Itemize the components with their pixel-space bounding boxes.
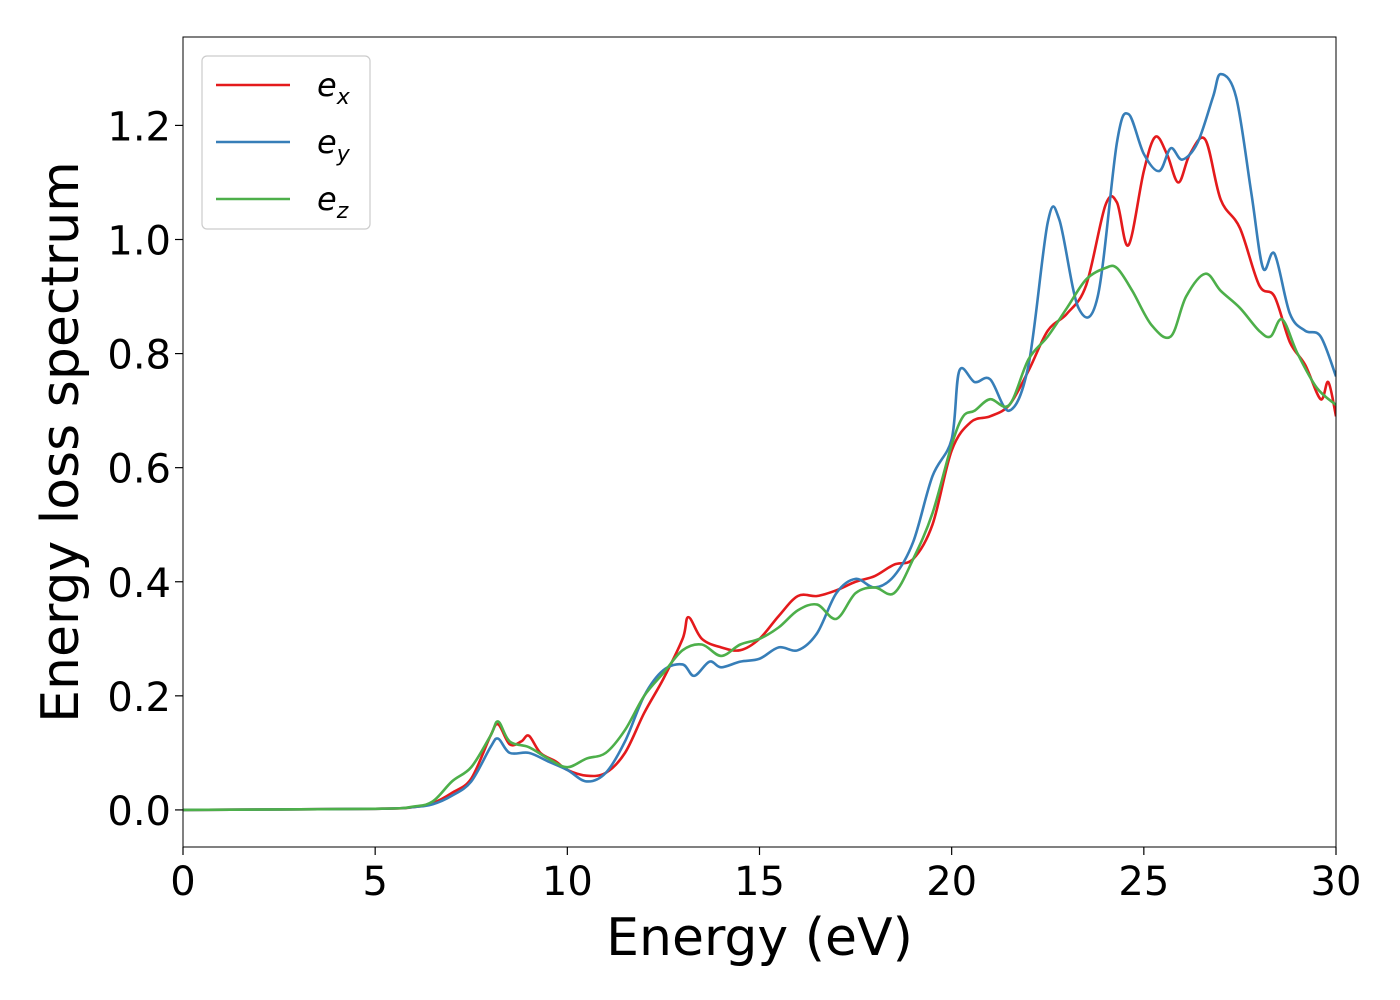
legend-label-z: ez — [317, 180, 349, 224]
series-line-y — [183, 72, 1336, 812]
x-tick-label: 10 — [542, 859, 593, 905]
x-tick-label: 0 — [170, 859, 195, 905]
y-tick-label: 1.0 — [107, 219, 171, 265]
x-tick-label: 5 — [362, 859, 387, 905]
legend-label-subscript: z — [336, 199, 349, 224]
y-tick-label: 0.2 — [107, 675, 171, 721]
x-axis-label: Energy (eV) — [606, 908, 913, 968]
x-tick-label: 25 — [1118, 859, 1169, 905]
legend-label-x: ex — [317, 66, 351, 110]
series-lines — [183, 72, 1336, 812]
y-tick-label: 0.6 — [107, 447, 171, 493]
series-line-z — [183, 264, 1336, 812]
y-tick-label: 1.2 — [107, 104, 171, 150]
y-tick-label: 0.4 — [107, 561, 171, 607]
series-line-x — [183, 135, 1336, 812]
legend-label-base: e — [317, 66, 337, 104]
x-tick-label: 15 — [734, 859, 785, 905]
legend-label-subscript: y — [336, 142, 351, 167]
y-tick-label: 0.0 — [107, 789, 171, 835]
legend-label-base: e — [317, 123, 337, 161]
legend-label-base: e — [317, 180, 337, 218]
legend-label-y: ey — [317, 123, 351, 167]
x-tick-label: 30 — [1311, 859, 1362, 905]
y-axis-label: Energy loss spectrum — [31, 161, 91, 723]
y-axis-ticks: 0.0 0.2 0.4 0.6 0.8 1.0 1.2 — [107, 104, 183, 835]
legend-label-subscript: x — [336, 85, 351, 110]
y-tick-label: 0.8 — [107, 333, 171, 379]
x-tick-label: 20 — [926, 859, 977, 905]
x-axis-ticks: 0 5 10 15 20 25 30 — [170, 847, 1361, 905]
